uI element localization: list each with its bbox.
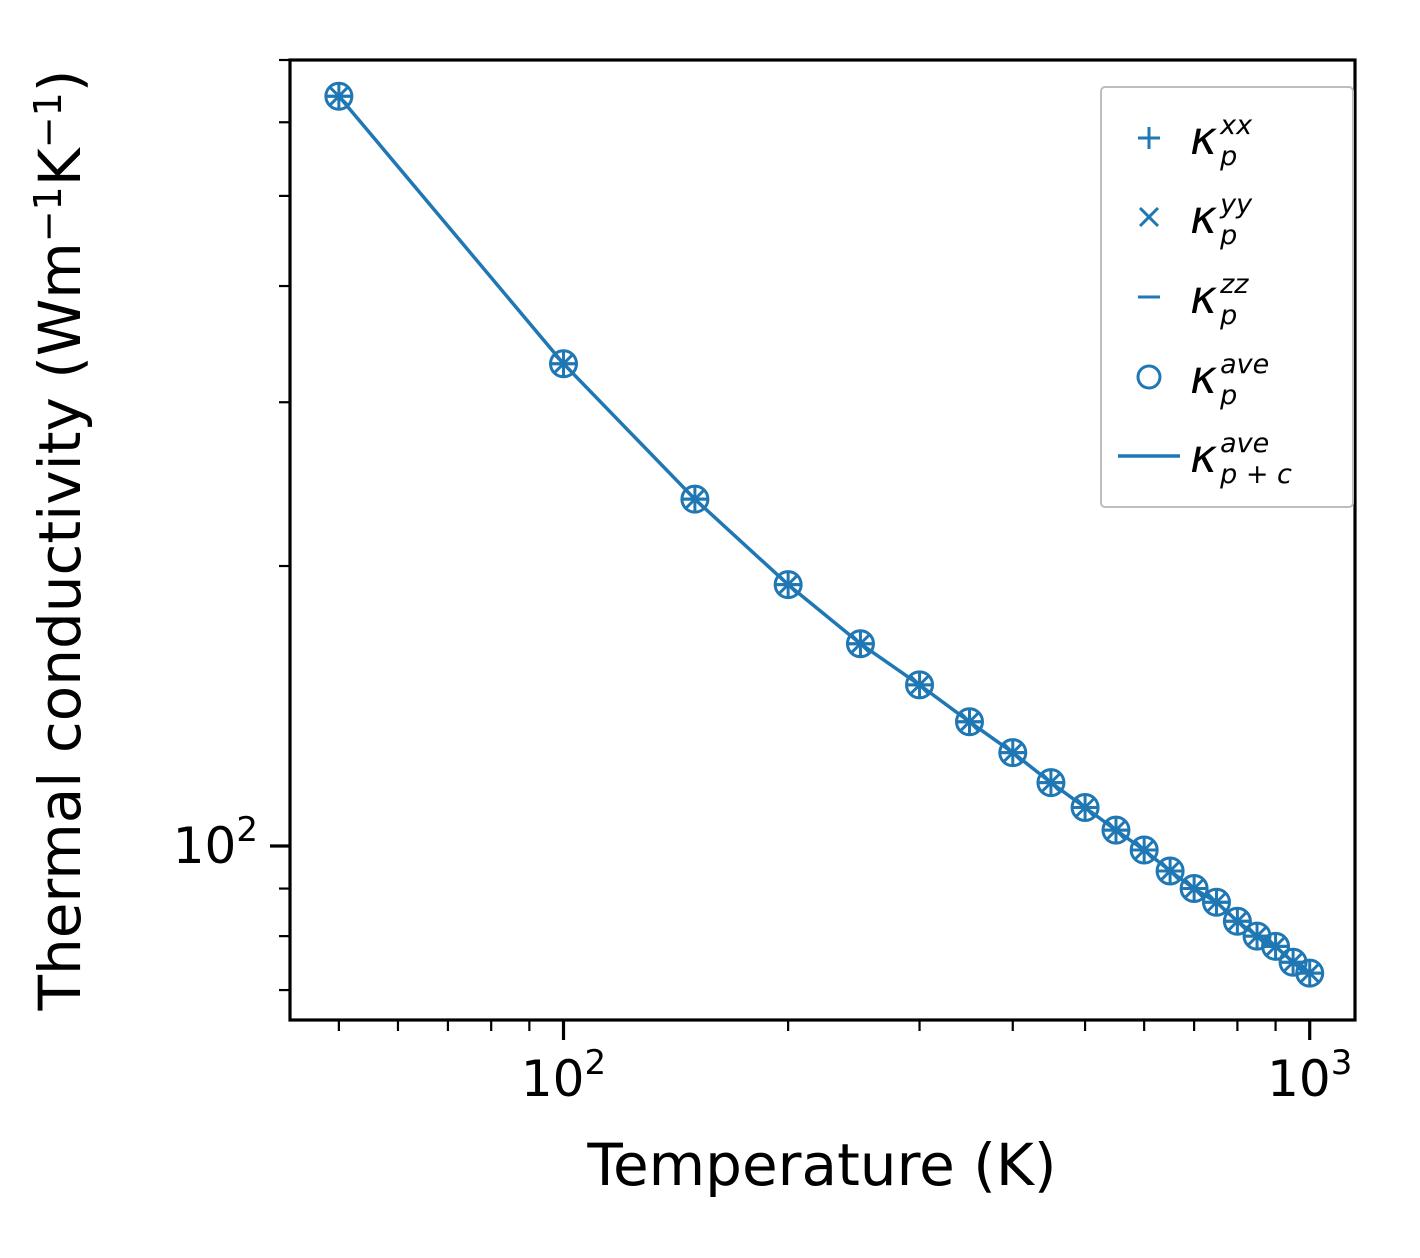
plus-marker-icon xyxy=(1138,126,1160,149)
circle-marker-icon xyxy=(324,81,354,111)
legend-label: κ ave p xyxy=(1190,346,1269,411)
data-point-marker xyxy=(773,570,803,600)
minus-marker-icon xyxy=(1138,295,1160,299)
kappa-symbol: κ xyxy=(1190,429,1218,484)
data-point-marker xyxy=(324,81,354,111)
circle-marker-icon xyxy=(1261,931,1291,961)
legend-label-scripts: xx p xyxy=(1220,110,1252,172)
legend-label-scripts: ave p xyxy=(1220,349,1269,411)
legend-superscript: zz xyxy=(1220,268,1249,300)
circle-marker-icon xyxy=(954,707,984,737)
data-point-marker xyxy=(1155,856,1185,886)
circle-marker-icon xyxy=(1201,887,1231,917)
kappa-symbol: κ xyxy=(1190,269,1218,324)
data-point-marker xyxy=(1101,815,1131,845)
y-axis-label-text: Thermal conductivity (Wm−1K−1) xyxy=(26,70,94,1012)
data-series-layer xyxy=(324,81,1325,988)
legend: κ xx p κ yy p κ zz p κ ave p κ ave p + c xyxy=(1100,86,1354,508)
legend-item-kappa_p_xx: κ xx p xyxy=(1114,107,1346,172)
circle-marker-icon xyxy=(549,349,579,379)
legend-superscript: xx xyxy=(1220,109,1253,141)
legend-label-scripts: yy p xyxy=(1220,189,1252,251)
circle-marker-icon xyxy=(1278,947,1308,977)
data-point-marker xyxy=(680,484,710,514)
legend-marker xyxy=(1114,348,1184,406)
circle-marker-icon xyxy=(1179,874,1209,904)
data-point-marker xyxy=(1201,887,1231,917)
x-marker-stroke xyxy=(1138,207,1160,228)
data-point-marker xyxy=(905,670,935,700)
legend-item-kappa_p_zz: κ zz p xyxy=(1114,266,1346,331)
kappa-symbol: κ xyxy=(1190,190,1218,245)
legend-label: κ yy p xyxy=(1190,186,1252,251)
data-point-marker xyxy=(1222,906,1252,936)
legend-marker xyxy=(1114,109,1184,167)
legend-subscript: p xyxy=(1220,379,1238,411)
x-tick-label: 102 xyxy=(521,1043,606,1108)
plot-spines xyxy=(288,58,1357,1022)
kappa-symbol: κ xyxy=(1190,349,1218,404)
circle-marker-icon xyxy=(1222,906,1252,936)
kappa-symbol: κ xyxy=(1190,110,1218,165)
legend-marker xyxy=(1114,268,1184,326)
circle-marker-icon xyxy=(905,670,935,700)
legend-subscript: p xyxy=(1220,220,1238,252)
data-point-marker xyxy=(1129,835,1159,865)
legend-superscript: yy xyxy=(1220,189,1253,221)
data-point-marker xyxy=(1179,874,1209,904)
x-axis-label: Temperature (K) xyxy=(586,1131,1056,1199)
circle-marker-icon xyxy=(1155,856,1185,886)
legend-superscript: ave xyxy=(1220,428,1270,460)
legend-label-scripts: ave p + c xyxy=(1220,428,1292,490)
legend-subscript: p xyxy=(1220,140,1238,172)
data-point-marker xyxy=(998,738,1028,768)
legend-item-kappa_p_plus_c_ave: κ ave p + c xyxy=(1114,425,1346,490)
legend-subscript: p xyxy=(1220,299,1238,331)
circle-marker-icon xyxy=(680,484,710,514)
data-point-marker xyxy=(1261,931,1291,961)
legend-label: κ zz p xyxy=(1190,266,1248,331)
axes-layer: 102 103 102 xyxy=(173,58,1357,1108)
circle-marker-stroke xyxy=(1136,364,1162,390)
circle-marker-icon xyxy=(1070,792,1100,822)
circle-marker-icon xyxy=(998,738,1028,768)
circle-marker-icon xyxy=(1036,768,1066,798)
legend-marker xyxy=(1114,427,1184,485)
legend-label-scripts: zz p xyxy=(1220,269,1248,331)
y-axis-label: Thermal conductivity (Wm−1K−1) xyxy=(26,70,94,1012)
legend-item-kappa_p_yy: κ yy p xyxy=(1114,186,1346,251)
data-point-marker xyxy=(1036,768,1066,798)
data-point-marker xyxy=(954,707,984,737)
x-marker-icon xyxy=(1138,207,1160,228)
legend-subscript: p + c xyxy=(1220,459,1292,491)
line-marker-icon xyxy=(1118,454,1180,458)
legend-item-kappa_p_ave: κ ave p xyxy=(1114,346,1346,411)
circle-marker-icon xyxy=(773,570,803,600)
circle-marker-icon xyxy=(845,629,875,659)
circle-marker-icon xyxy=(1136,364,1162,390)
data-point-marker xyxy=(1070,792,1100,822)
data-point-marker xyxy=(1242,921,1272,951)
legend-marker xyxy=(1114,188,1184,246)
legend-label: κ ave p + c xyxy=(1190,425,1292,490)
circle-marker-icon xyxy=(1129,835,1159,865)
data-point-marker xyxy=(549,349,579,379)
data-point-marker xyxy=(1295,958,1325,988)
y-tick-label: 102 xyxy=(173,810,258,875)
circle-marker-icon xyxy=(1295,958,1325,988)
legend-superscript: ave xyxy=(1220,348,1270,380)
circle-marker-icon xyxy=(1101,815,1131,845)
x-tick-label: 103 xyxy=(1267,1043,1352,1108)
data-point-marker xyxy=(845,629,875,659)
legend-label: κ xx p xyxy=(1190,107,1252,172)
